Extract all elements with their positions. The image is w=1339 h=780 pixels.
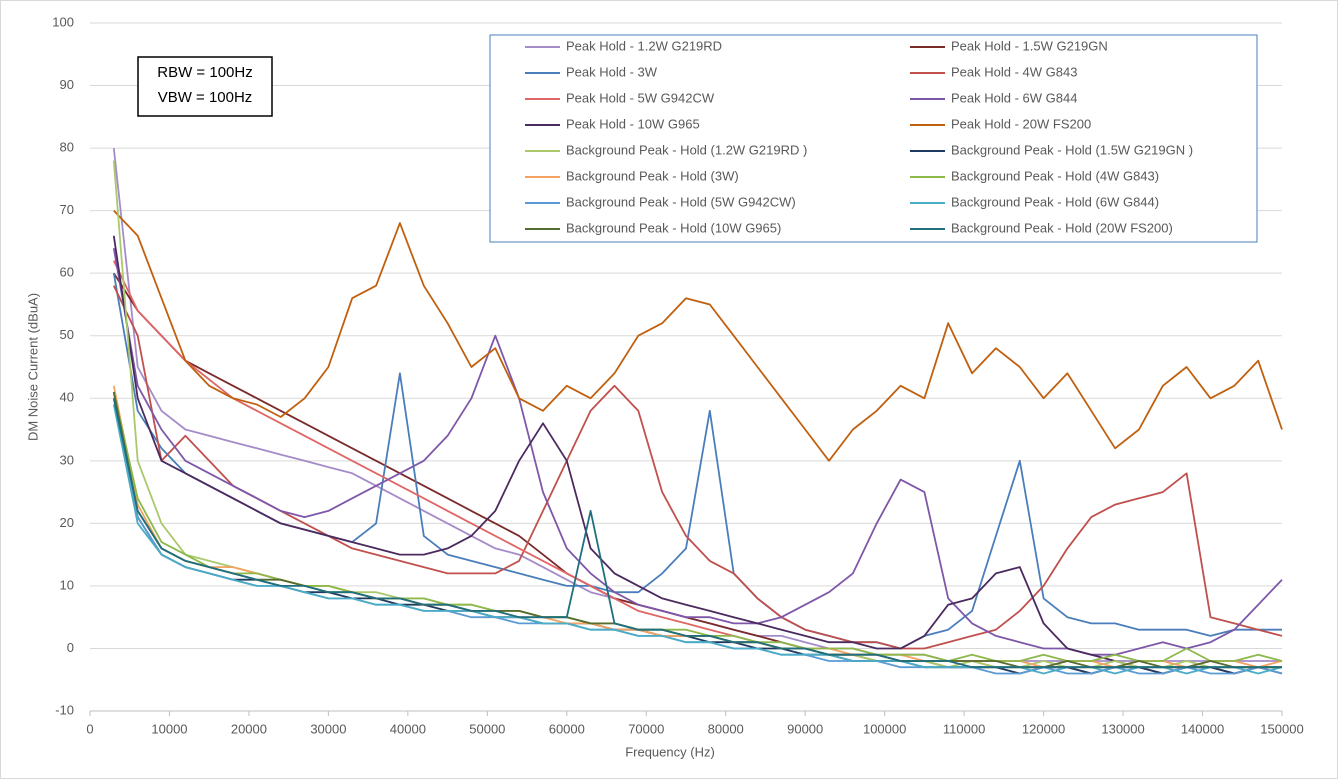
x-tick-label: 150000 [1260,721,1303,736]
legend-label: Peak Hold - 10W G965 [566,116,700,131]
series-line [112,235,1282,669]
x-tick-label: 90000 [787,721,823,736]
plot-area: -10 0 10 20 30 40 50 60 70 80 90 100 0 10000 20000 3000… [52,14,1303,736]
x-tick-label: 140000 [1181,721,1224,736]
legend-label: Peak Hold - 6W G844 [951,90,1077,105]
x-tick-label: 30000 [310,721,346,736]
legend-label: Peak Hold - 1.5W G219GN [951,38,1108,53]
legend-label: Background Peak - Hold (3W) [566,168,739,183]
y-tick-label: 10 [60,577,74,592]
x-tick-label: 100000 [863,721,906,736]
legend-label: Background Peak - Hold (6W G844) [951,194,1159,209]
legend-label: Background Peak - Hold (4W G843) [951,168,1159,183]
x-tick-label: 0 [86,721,93,736]
y-tick-label: 100 [52,14,74,29]
x-tick-label: 10000 [151,721,187,736]
y-tick-label: 80 [60,140,74,155]
annotation: RBW = 100Hz [157,64,252,81]
x-tick-label: 60000 [549,721,585,736]
y-tick-label: 20 [60,515,74,530]
legend-label: Peak Hold - 1.2W G219RD [566,38,722,53]
legend-label: Peak Hold - 3W [566,64,658,79]
series-line [112,398,1282,669]
legend-box [489,34,1258,243]
y-tick-label: 90 [60,77,74,92]
x-tick-label: 130000 [1101,721,1144,736]
y-tick-label: 0 [67,640,74,655]
legend-label: Background Peak - Hold (10W G965) [566,220,781,235]
y-tick-label: 60 [60,265,74,280]
series-line [112,391,1283,675]
y-axis-label: DM Noise Current (dBuA) [25,293,40,441]
x-tick-label: 70000 [628,721,664,736]
legend-label: Background Peak - Hold (1.2W G219RD ) [566,142,807,157]
series-line [112,285,1283,650]
x-axis-label: Frequency (Hz) [625,744,715,759]
x-tick-label: 40000 [390,721,426,736]
annotation: VBW = 100Hz [158,89,253,106]
series-line [113,209,1283,462]
legend-label: Background Peak - Hold (5W G942CW) [566,194,796,209]
legend-label: Background Peak - Hold (20W FS200) [951,220,1173,235]
x-tick-label: 20000 [231,721,267,736]
y-tick-label: 30 [60,452,74,467]
legend-label: Background Peak - Hold (1.5W G219GN ) [951,142,1193,157]
x-tick-label: 80000 [708,721,744,736]
series-line [112,391,1283,662]
legend-label: Peak Hold - 5W G942CW [566,90,715,105]
x-tick-label: 110000 [943,721,985,736]
legend-label: Peak Hold - 20W FS200 [951,116,1091,131]
y-tick-label: -10 [55,702,74,717]
x-tick-label: 50000 [469,721,505,736]
x-tick-label: 120000 [1022,721,1065,736]
y-tick-label: 50 [60,327,74,342]
legend-label: Peak Hold - 4W G843 [951,64,1077,79]
y-tick-label: 70 [60,202,74,217]
y-tick-label: 40 [60,390,74,405]
annotation-box [137,56,273,117]
